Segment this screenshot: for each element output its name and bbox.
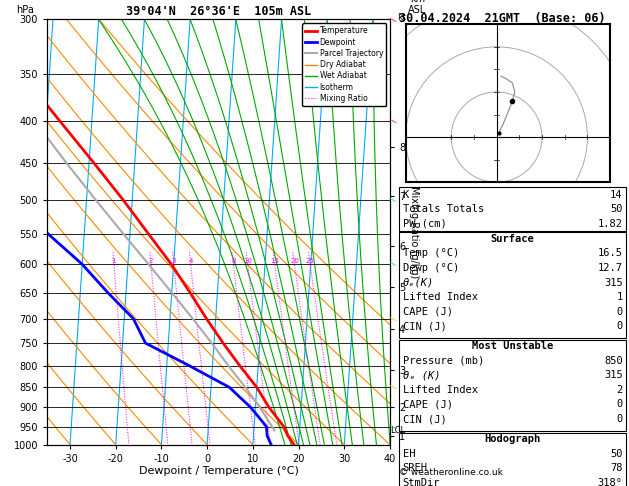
Text: \: \ <box>390 196 399 204</box>
Text: 0: 0 <box>616 399 623 410</box>
Text: © weatheronline.co.uk: © weatheronline.co.uk <box>399 468 503 477</box>
Text: 318°: 318° <box>598 478 623 486</box>
Text: 30.04.2024  21GMT  (Base: 06): 30.04.2024 21GMT (Base: 06) <box>399 12 606 25</box>
Text: \: \ <box>390 422 399 431</box>
Text: Hodograph: Hodograph <box>484 434 541 444</box>
Text: 0: 0 <box>616 414 623 424</box>
Text: 1: 1 <box>616 292 623 302</box>
Text: Most Unstable: Most Unstable <box>472 341 554 351</box>
Text: CIN (J): CIN (J) <box>403 321 447 331</box>
Text: CAPE (J): CAPE (J) <box>403 399 452 410</box>
Text: Dewp (°C): Dewp (°C) <box>403 263 459 273</box>
Text: 25: 25 <box>306 258 314 264</box>
Text: Lifted Index: Lifted Index <box>403 292 477 302</box>
Text: Pressure (mb): Pressure (mb) <box>403 356 484 366</box>
Text: CIN (J): CIN (J) <box>403 414 447 424</box>
Text: Surface: Surface <box>491 234 535 244</box>
Text: 8: 8 <box>231 258 236 264</box>
Text: km
ASL: km ASL <box>408 0 426 15</box>
Legend: Temperature, Dewpoint, Parcel Trajectory, Dry Adiabat, Wet Adiabat, Isotherm, Mi: Temperature, Dewpoint, Parcel Trajectory… <box>302 23 386 106</box>
Text: 1: 1 <box>112 258 116 264</box>
Text: 50: 50 <box>610 449 623 459</box>
Text: 10: 10 <box>243 258 252 264</box>
Text: PW (cm): PW (cm) <box>403 219 447 229</box>
Text: \: \ <box>390 383 399 392</box>
Text: StmDir: StmDir <box>403 478 440 486</box>
Text: 315: 315 <box>604 278 623 288</box>
Text: 850: 850 <box>604 356 623 366</box>
X-axis label: Dewpoint / Temperature (°C): Dewpoint / Temperature (°C) <box>138 467 299 476</box>
Text: Temp (°C): Temp (°C) <box>403 248 459 259</box>
Text: EH: EH <box>403 449 415 459</box>
Text: 0: 0 <box>616 307 623 317</box>
Text: \: \ <box>390 15 399 24</box>
Text: SREH: SREH <box>403 463 428 473</box>
Text: 1.82: 1.82 <box>598 219 623 229</box>
Text: θₑ (K): θₑ (K) <box>403 370 440 381</box>
Text: 315: 315 <box>604 370 623 381</box>
Text: CAPE (J): CAPE (J) <box>403 307 452 317</box>
Text: Totals Totals: Totals Totals <box>403 204 484 214</box>
Text: \: \ <box>390 260 399 268</box>
Text: θₑ(K): θₑ(K) <box>403 278 434 288</box>
Text: LCL: LCL <box>390 426 405 435</box>
Text: 12.7: 12.7 <box>598 263 623 273</box>
Y-axis label: Mixing Ratio (g/kg): Mixing Ratio (g/kg) <box>409 186 419 278</box>
Text: K: K <box>403 190 409 200</box>
Text: 14: 14 <box>610 190 623 200</box>
Text: 4: 4 <box>189 258 193 264</box>
Text: 0: 0 <box>616 321 623 331</box>
Text: 2: 2 <box>616 385 623 395</box>
Text: 20: 20 <box>290 258 299 264</box>
Text: Lifted Index: Lifted Index <box>403 385 477 395</box>
Text: \: \ <box>390 314 399 323</box>
Text: hPa: hPa <box>16 5 34 15</box>
Text: 3: 3 <box>172 258 176 264</box>
Text: 50: 50 <box>610 204 623 214</box>
Text: \: \ <box>390 117 399 125</box>
Text: 15: 15 <box>270 258 279 264</box>
Title: 39°04'N  26°36'E  105m ASL: 39°04'N 26°36'E 105m ASL <box>126 5 311 18</box>
Text: 16.5: 16.5 <box>598 248 623 259</box>
Text: kt: kt <box>398 13 406 21</box>
Text: 2: 2 <box>149 258 153 264</box>
Text: 78: 78 <box>610 463 623 473</box>
